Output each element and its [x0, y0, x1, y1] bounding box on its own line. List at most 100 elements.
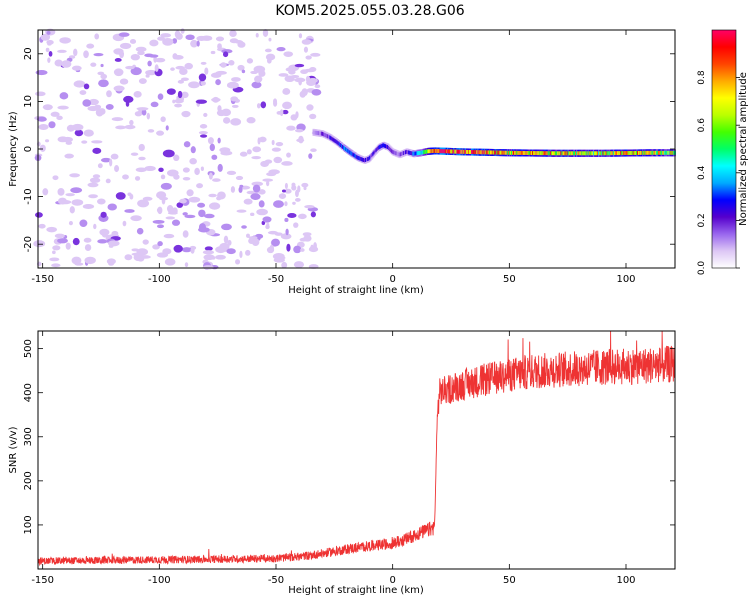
noise-blob — [194, 167, 200, 176]
noise-blob — [109, 158, 113, 167]
snr-y-tick-label: 100 — [23, 515, 34, 534]
noise-blob — [309, 67, 317, 72]
noise-blob — [217, 43, 222, 50]
noise-blob — [93, 52, 104, 57]
noise-blob — [184, 262, 189, 268]
noise-blob — [52, 245, 61, 251]
noise-blob — [217, 163, 223, 172]
noise-blob — [245, 249, 251, 256]
noise-blob — [64, 155, 74, 159]
noise-blob — [251, 81, 262, 89]
colorbar-tick-label: 0.4 — [697, 165, 707, 180]
noise-blob — [45, 47, 50, 53]
noise-blob — [165, 125, 169, 131]
noise-blob — [50, 111, 60, 117]
noise-blob — [150, 101, 159, 108]
noise-blob — [134, 176, 141, 181]
noise-blob — [215, 254, 226, 260]
snr-x-ticks: -150 -100 -50 0 50 100 — [31, 331, 636, 586]
noise-blob — [314, 84, 321, 89]
noise-blob — [266, 246, 275, 254]
noise-blob — [130, 152, 139, 156]
noise-blob — [144, 53, 154, 58]
noise-blob — [215, 36, 225, 42]
noise-blob — [262, 178, 274, 182]
noise-blob — [45, 139, 50, 143]
snr-x-tick-label: 50 — [503, 575, 516, 586]
noise-blob — [195, 99, 208, 104]
snr-x-tick-label: 0 — [389, 575, 395, 586]
noise-blob — [235, 259, 241, 265]
colorbar-tick-label: 0.0 — [697, 261, 707, 276]
snr-frame — [37, 330, 676, 570]
noise-blob — [181, 110, 191, 118]
noise-blob — [49, 257, 60, 262]
noise-blob — [182, 176, 191, 181]
noise-blob — [90, 62, 97, 67]
noise-blob — [154, 64, 159, 72]
noise-blob — [273, 200, 284, 208]
noise-blob — [198, 209, 206, 218]
noise-blob — [197, 202, 206, 208]
noise-blob — [252, 146, 262, 153]
colorbar-gradient — [712, 30, 736, 268]
noise-blob — [157, 93, 164, 101]
noise-blob — [241, 69, 246, 74]
noise-blob — [261, 220, 266, 226]
noise-blob — [47, 57, 51, 63]
noise-blob — [310, 148, 317, 152]
noise-blob — [107, 203, 117, 211]
noise-blob — [122, 220, 127, 227]
noise-blob — [33, 240, 46, 248]
noise-blob — [163, 233, 175, 239]
noise-blob — [144, 165, 156, 172]
noise-blob — [124, 124, 136, 130]
noise-blob — [283, 51, 294, 57]
noise-blob — [275, 142, 284, 147]
noise-blob — [237, 41, 246, 48]
noise-blob — [57, 49, 67, 53]
noise-blob — [100, 211, 107, 218]
spectrogram-x-tick-label: -150 — [31, 274, 54, 285]
noise-blob — [94, 33, 100, 40]
noise-blob — [301, 88, 308, 97]
noise-blob — [188, 81, 200, 89]
noise-blob — [35, 91, 46, 97]
noise-blob — [251, 156, 262, 160]
noise-blob — [171, 219, 181, 226]
noise-blob — [293, 261, 305, 268]
noise-blob — [208, 172, 213, 180]
noise-blob — [57, 187, 65, 196]
noise-blob — [84, 256, 96, 265]
noise-blob — [306, 78, 316, 87]
noise-blob — [256, 103, 261, 109]
noise-blob — [303, 186, 307, 191]
colorbar-ticks: 0.0 0.2 0.4 0.6 0.8 — [697, 70, 740, 275]
noise-blob — [115, 192, 126, 200]
noise-blob — [71, 123, 84, 131]
noise-blob — [209, 143, 215, 152]
noise-blob — [286, 243, 291, 252]
noise-blob — [74, 129, 84, 137]
noise-blob — [258, 136, 267, 143]
noise-blob — [130, 53, 140, 61]
noise-blob — [114, 58, 122, 62]
noise-blob — [266, 180, 270, 187]
noise-blob — [107, 240, 120, 247]
noise-blob — [238, 186, 243, 193]
noise-blob — [138, 143, 145, 152]
noise-blob — [87, 106, 99, 112]
noise-blob — [273, 156, 283, 164]
noise-blob — [71, 65, 82, 71]
spectrogram-ridge — [312, 128, 676, 164]
noise-blob — [282, 109, 289, 115]
noise-blob — [70, 187, 83, 194]
noise-blob — [95, 108, 104, 117]
spectrogram-y-tick-label: 0 — [23, 146, 34, 152]
noise-blob — [40, 33, 51, 41]
noise-blob — [137, 50, 145, 56]
spectrogram-y-tick-label: -10 — [23, 188, 34, 204]
snr-x-tick-label: 100 — [616, 575, 635, 586]
noise-blob — [228, 60, 235, 66]
